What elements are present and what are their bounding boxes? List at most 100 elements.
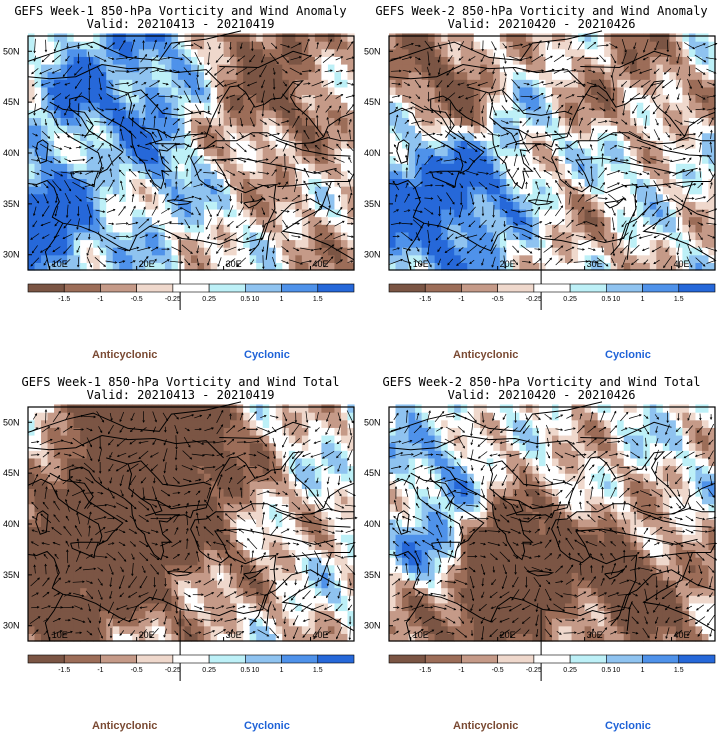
colorbar-label: 1.5 <box>313 296 323 303</box>
colorbar-swatch <box>245 283 282 293</box>
panel-title: GEFS Week-2 850-hPa Vorticity and Wind A… <box>375 4 708 18</box>
colorbar-swatch <box>642 654 680 664</box>
vorticity-map: 10E 20E 30E 40E 50N 45N 40N 35N 30N -1.5 -1 -0.5 -0.… <box>364 30 718 310</box>
y-tick-label: 30N <box>3 250 20 260</box>
x-tick-label: 40E <box>674 259 690 269</box>
colorbar-label: 1.5 <box>674 667 684 674</box>
colorbar-swatch <box>533 654 571 664</box>
y-tick-label: 50N <box>3 46 20 56</box>
wind-vectors <box>389 409 718 641</box>
wind-vectors <box>389 39 718 270</box>
y-tick-label: 30N <box>364 621 381 631</box>
colorbar-swatch <box>569 654 607 664</box>
panel-title: GEFS Week-1 850-hPa Vorticity and Wind T… <box>21 375 340 389</box>
colorbar-swatch <box>281 654 319 664</box>
colorbar-label: 0.25 <box>202 667 216 674</box>
colorbar: -1.5 -1 -0.5 -0.25 0.25 0.5 1 1.5 10 <box>27 654 355 674</box>
y-tick-label: 50N <box>3 417 20 427</box>
x-tick-label: 20E <box>500 630 516 640</box>
colorbar-label: -0.5 <box>492 296 504 303</box>
panel-week1-total: GEFS Week-1 850-hPa Vorticity and Wind T… <box>0 371 361 742</box>
y-tick-label: 35N <box>364 570 381 580</box>
cyclonic-label: Cyclonic <box>244 349 290 361</box>
y-tick-label: 40N <box>364 148 381 158</box>
colorbar-swatch <box>281 283 319 293</box>
x-tick-label: 20E <box>139 630 155 640</box>
colorbar-label: -0.25 <box>526 296 542 303</box>
vorticity-shading <box>28 33 355 271</box>
colorbar-label: -0.25 <box>165 667 181 674</box>
y-tick-label: 45N <box>3 97 20 107</box>
colorbar: -1.5 -1 -0.5 -0.25 0.25 0.5 1 1.5 10 <box>27 283 355 303</box>
colorbar-label: -1 <box>97 667 103 674</box>
panel-week2-anomaly: GEFS Week-2 850-hPa Vorticity and Wind A… <box>361 0 722 371</box>
colorbar-scale-note: 10 <box>252 296 260 303</box>
panel-title: GEFS Week-1 850-hPa Vorticity and Wind A… <box>14 4 347 18</box>
colorbar: -1.5 -1 -0.5 -0.25 0.25 0.5 1 1.5 10 <box>388 654 716 674</box>
x-tick-label: 40E <box>313 259 329 269</box>
colorbar-label: 0.5 <box>240 667 250 674</box>
colorbar-label: -0.25 <box>165 296 181 303</box>
x-tick-label: 10E <box>413 259 429 269</box>
colorbar-label: -1.5 <box>58 667 70 674</box>
colorbar-label: -0.25 <box>526 667 542 674</box>
colorbar: -1.5 -1 -0.5 -0.25 0.25 0.5 1 1.5 10 <box>388 283 716 303</box>
colorbar-swatch <box>136 283 174 293</box>
wind-vectors <box>29 409 358 641</box>
anticyclonic-label: Anticyclonic <box>92 349 158 361</box>
colorbar-label: -1.5 <box>58 296 70 303</box>
x-tick-label: 30E <box>587 259 603 269</box>
colorbar-label: -1 <box>458 667 464 674</box>
colorbar-label: -1.5 <box>419 296 431 303</box>
colorbar-label: 1.5 <box>313 667 323 674</box>
panel-valid-dates: Valid: 20210413 - 20210419 <box>86 17 275 31</box>
colorbar-label: 0.5 <box>601 296 611 303</box>
x-tick-label: 30E <box>226 630 242 640</box>
x-tick-label: 40E <box>674 630 690 640</box>
colorbar-swatch <box>27 283 65 293</box>
colorbar-scale-note: 10 <box>252 667 260 674</box>
x-tick-label: 10E <box>52 630 68 640</box>
y-tick-label: 30N <box>3 621 20 631</box>
colorbar-label: 0.5 <box>601 667 611 674</box>
y-tick-label: 40N <box>3 519 20 529</box>
colorbar-label: -1.5 <box>419 667 431 674</box>
colorbar-swatch <box>606 654 643 664</box>
y-tick-label: 45N <box>364 468 381 478</box>
colorbar-scale-note: 10 <box>613 667 621 674</box>
anticyclonic-label: Anticyclonic <box>92 720 158 732</box>
colorbar-swatch <box>678 283 716 293</box>
panel-week1-anomaly: GEFS Week-1 850-hPa Vorticity and Wind A… <box>0 0 361 371</box>
colorbar-swatch <box>497 283 535 293</box>
x-tick-label: 10E <box>413 630 429 640</box>
colorbar-swatch <box>606 283 643 293</box>
colorbar-label: -0.5 <box>131 296 143 303</box>
y-tick-label: 50N <box>364 46 381 56</box>
colorbar-swatch <box>100 283 137 293</box>
colorbar-label: -1 <box>97 296 103 303</box>
colorbar-swatch <box>136 654 174 664</box>
colorbar-swatch <box>172 654 210 664</box>
colorbar-swatch <box>245 654 282 664</box>
vorticity-shading <box>28 404 355 642</box>
colorbar-swatch <box>569 283 607 293</box>
panel-title: GEFS Week-2 850-hPa Vorticity and Wind T… <box>382 375 701 389</box>
colorbar-swatch <box>642 283 680 293</box>
y-tick-label: 50N <box>364 417 381 427</box>
colorbar-label: 1 <box>280 667 284 674</box>
colorbar-swatch <box>533 283 571 293</box>
colorbar-swatch <box>461 654 498 664</box>
colorbar-swatch <box>208 283 246 293</box>
vorticity-shading <box>389 404 716 642</box>
colorbar-swatch <box>678 654 716 664</box>
wind-vectors <box>30 38 356 270</box>
panel-valid-dates: Valid: 20210420 - 20210426 <box>447 388 636 402</box>
colorbar-swatch <box>27 654 65 664</box>
y-tick-label: 40N <box>364 519 381 529</box>
colorbar-swatch <box>63 283 101 293</box>
colorbar-label: 0.25 <box>563 296 577 303</box>
x-tick-label: 40E <box>313 630 329 640</box>
colorbar-label: -1 <box>458 296 464 303</box>
colorbar-label: 1 <box>280 296 284 303</box>
colorbar-label: 1 <box>641 667 645 674</box>
